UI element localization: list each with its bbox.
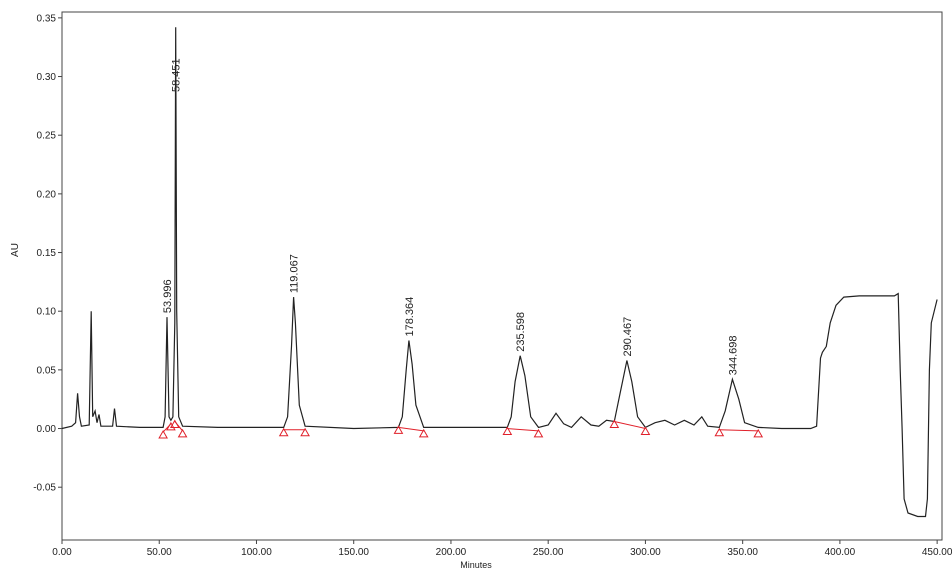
baseline-marker xyxy=(502,426,513,436)
y-tick-label: 0.10 xyxy=(37,307,57,318)
y-tick-label: 0.15 xyxy=(37,248,57,259)
peak-label: 178.364 xyxy=(404,297,416,337)
baseline-marker xyxy=(640,426,651,436)
x-tick-label: 50.00 xyxy=(147,547,172,558)
y-tick-label: 0.30 xyxy=(37,72,57,83)
peak-label: 53.996 xyxy=(162,279,174,313)
baseline-marker xyxy=(177,428,188,438)
y-tick-label: 0.35 xyxy=(37,13,57,24)
y-tick-label: 0.00 xyxy=(37,424,57,435)
baseline-marker xyxy=(418,428,429,438)
x-tick-label: 300.00 xyxy=(630,547,661,558)
y-tick-label: 0.20 xyxy=(37,189,57,200)
baseline-marker xyxy=(169,419,180,428)
baseline xyxy=(507,428,539,432)
baseline-marker xyxy=(300,427,310,437)
baseline-marker xyxy=(533,428,544,438)
baseline xyxy=(614,421,646,430)
plot-frame xyxy=(61,11,943,541)
x-tick-label: 400.00 xyxy=(825,547,856,558)
x-tick-label: 100.00 xyxy=(241,547,272,558)
y-axis-label: AU xyxy=(10,243,21,257)
x-tick-label: 200.00 xyxy=(436,547,467,558)
x-tick-label: 350.00 xyxy=(727,547,758,558)
peak-label: 344.698 xyxy=(727,335,739,375)
baseline-marker xyxy=(714,427,725,437)
baseline-marker xyxy=(166,421,176,431)
y-tick-label: 0.05 xyxy=(37,365,57,376)
baseline-marker xyxy=(753,428,764,438)
trace-line xyxy=(61,27,938,518)
baseline-marker xyxy=(609,419,620,428)
y-tick-label: -0.05 xyxy=(33,483,56,494)
x-tick-label: 0.00 xyxy=(52,547,72,558)
baseline-marker xyxy=(393,425,404,434)
baseline-marker xyxy=(278,427,289,437)
peak-label: 235.598 xyxy=(515,312,527,352)
baseline xyxy=(398,426,424,432)
baseline xyxy=(719,429,759,432)
x-tick-label: 450.00 xyxy=(922,547,952,558)
baseline-marker xyxy=(158,430,168,439)
peak-label: 58.451 xyxy=(171,58,183,92)
x-tick-label: 150.00 xyxy=(338,547,369,558)
x-axis-label: Minutes xyxy=(460,560,492,570)
peak-label: 119.067 xyxy=(289,254,301,293)
x-tick-label: 250.00 xyxy=(533,547,564,558)
y-tick-label: 0.25 xyxy=(37,131,57,142)
peak-label: 290.467 xyxy=(622,317,634,357)
